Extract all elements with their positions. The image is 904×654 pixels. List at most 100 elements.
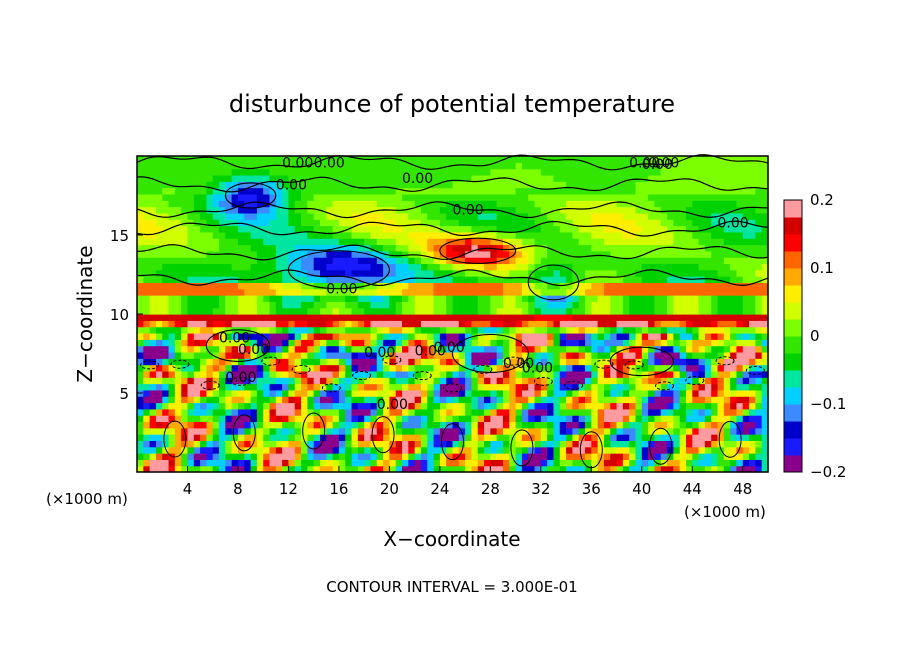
field-cell <box>465 320 473 328</box>
field-cell <box>231 389 239 397</box>
field-cell <box>521 332 529 340</box>
field-cell <box>237 174 245 182</box>
field-cell <box>433 307 441 315</box>
field-cell <box>528 396 536 404</box>
field-cell <box>408 326 416 334</box>
field-cell <box>597 402 605 410</box>
field-cell <box>736 301 744 309</box>
field-cell <box>540 212 548 220</box>
field-cell <box>736 231 744 239</box>
field-cell <box>376 276 384 283</box>
field-cell <box>528 156 536 163</box>
field-cell <box>313 377 321 385</box>
field-cell <box>370 383 378 391</box>
field-cell <box>654 181 662 189</box>
field-cell <box>420 250 428 258</box>
field-cell <box>635 370 643 378</box>
field-cell <box>559 238 567 246</box>
field-cell <box>263 307 271 315</box>
field-cell <box>578 351 586 359</box>
field-cell <box>654 200 662 208</box>
field-cell <box>155 301 163 309</box>
field-cell <box>742 434 750 441</box>
field-cell <box>288 326 296 334</box>
field-cell <box>212 314 220 321</box>
field-cell <box>446 408 454 416</box>
field-cell <box>301 282 308 290</box>
field-cell <box>654 434 662 441</box>
field-cell <box>641 282 649 290</box>
field-cell <box>502 231 510 239</box>
field-cell <box>395 326 403 334</box>
field-cell <box>629 206 637 214</box>
field-cell <box>389 446 397 454</box>
field-cell <box>761 200 769 208</box>
field-cell <box>471 269 479 277</box>
field-cell <box>427 383 435 391</box>
field-cell <box>319 383 327 391</box>
field-cell <box>288 402 296 410</box>
field-cell <box>402 174 409 182</box>
field-cell <box>471 427 479 435</box>
field-cell <box>168 402 176 410</box>
field-cell <box>553 364 561 372</box>
field-cell <box>629 301 637 309</box>
field-cell <box>471 314 479 321</box>
field-cell <box>275 156 283 163</box>
field-cell <box>484 446 491 454</box>
field-cell <box>730 269 738 277</box>
field-cell <box>736 238 744 246</box>
field-cell <box>736 351 744 359</box>
field-cell <box>622 358 630 366</box>
field-cell <box>502 465 510 473</box>
field-cell <box>137 408 144 416</box>
field-cell <box>673 307 681 315</box>
field-cell <box>755 200 763 208</box>
field-cell <box>395 219 403 227</box>
field-cell <box>225 440 233 448</box>
field-cell <box>269 212 277 220</box>
field-cell <box>490 212 498 220</box>
field-cell <box>402 358 409 366</box>
field-cell <box>654 174 662 182</box>
field-cell <box>364 427 372 435</box>
field-cell <box>667 370 674 378</box>
field-cell <box>660 250 668 258</box>
field-cell <box>181 446 189 454</box>
field-cell <box>648 459 656 467</box>
field-cell <box>162 440 170 448</box>
field-cell <box>370 282 378 290</box>
field-cell <box>332 231 340 239</box>
field-cell <box>162 206 170 214</box>
field-cell <box>610 440 618 448</box>
field-cell <box>673 295 681 302</box>
field-cell <box>578 320 586 328</box>
field-cell <box>616 402 624 410</box>
field-cell <box>641 434 649 441</box>
field-cell <box>370 193 378 201</box>
field-cell <box>408 301 416 309</box>
field-cell <box>212 421 220 429</box>
field-cell <box>667 231 674 239</box>
field-cell <box>187 421 195 429</box>
field-cell <box>206 257 214 265</box>
field-cell <box>749 465 756 473</box>
field-cell <box>237 459 245 467</box>
field-cell <box>200 408 208 416</box>
field-cell <box>761 307 769 315</box>
field-cell <box>723 174 731 182</box>
field-cell <box>660 288 668 296</box>
field-cell <box>137 402 144 410</box>
field-cell <box>698 231 706 239</box>
field-cell <box>490 402 498 410</box>
field-cell <box>143 200 151 208</box>
field-cell <box>326 364 334 372</box>
field-cell <box>301 156 308 163</box>
field-cell <box>471 408 479 416</box>
field-cell <box>181 434 189 441</box>
field-cell <box>566 408 573 416</box>
field-cell <box>206 453 214 460</box>
field-cell <box>585 168 592 176</box>
field-cell <box>521 459 529 467</box>
field-cell <box>370 358 378 366</box>
